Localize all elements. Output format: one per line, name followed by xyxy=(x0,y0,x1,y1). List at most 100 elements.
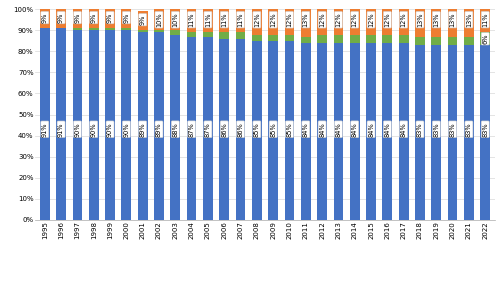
Text: 13%: 13% xyxy=(450,12,456,27)
Text: 13%: 13% xyxy=(434,12,440,27)
Bar xyxy=(399,34,408,43)
Text: 12%: 12% xyxy=(336,12,342,27)
Bar xyxy=(203,37,213,220)
Bar xyxy=(236,9,246,32)
Bar xyxy=(432,37,441,45)
Bar xyxy=(122,28,131,30)
Bar xyxy=(268,9,278,34)
Text: 11%: 11% xyxy=(205,12,211,27)
Bar xyxy=(252,9,262,34)
Text: 9%: 9% xyxy=(124,12,130,23)
Text: 85%: 85% xyxy=(286,122,292,137)
Text: 11%: 11% xyxy=(221,12,227,27)
Bar xyxy=(480,9,490,32)
Bar xyxy=(382,43,392,220)
Text: 9%: 9% xyxy=(74,12,80,23)
Bar xyxy=(252,41,262,220)
Text: 83%: 83% xyxy=(434,122,440,137)
Text: 9%: 9% xyxy=(58,12,64,23)
Text: 9%: 9% xyxy=(90,12,96,23)
Bar xyxy=(89,9,99,28)
Bar xyxy=(105,30,115,220)
Text: 83%: 83% xyxy=(466,122,472,137)
Bar xyxy=(122,9,131,28)
Bar xyxy=(154,9,164,30)
Bar xyxy=(170,34,180,220)
Bar xyxy=(284,9,294,34)
Text: 12%: 12% xyxy=(254,12,260,27)
Bar xyxy=(350,9,360,34)
Bar xyxy=(284,41,294,220)
Text: 84%: 84% xyxy=(384,122,390,137)
Bar xyxy=(317,43,327,220)
Bar xyxy=(236,39,246,220)
Bar xyxy=(415,45,425,220)
Bar xyxy=(186,9,196,32)
Bar xyxy=(301,37,310,43)
Text: 89%: 89% xyxy=(156,122,162,137)
Text: 87%: 87% xyxy=(205,122,211,137)
Bar xyxy=(105,28,115,30)
Text: 86%: 86% xyxy=(221,122,227,137)
Text: 84%: 84% xyxy=(336,122,342,137)
Bar xyxy=(432,9,441,37)
Text: 84%: 84% xyxy=(303,122,309,137)
Text: 83%: 83% xyxy=(450,122,456,137)
Bar xyxy=(56,9,66,28)
Text: 90%: 90% xyxy=(124,122,130,137)
Text: 89%: 89% xyxy=(140,122,145,137)
Text: 12%: 12% xyxy=(384,12,390,27)
Bar xyxy=(301,43,310,220)
Bar xyxy=(56,28,66,220)
Bar xyxy=(350,34,360,43)
Bar xyxy=(334,43,344,220)
Bar xyxy=(72,9,83,28)
Text: 12%: 12% xyxy=(319,12,325,27)
Text: 12%: 12% xyxy=(368,12,374,27)
Bar xyxy=(415,37,425,45)
Text: 12%: 12% xyxy=(400,12,406,27)
Bar xyxy=(415,9,425,37)
Text: 12%: 12% xyxy=(352,12,358,27)
Bar xyxy=(89,28,99,30)
Text: 84%: 84% xyxy=(400,122,406,137)
Bar xyxy=(220,9,229,32)
Text: 84%: 84% xyxy=(319,122,325,137)
Text: 13%: 13% xyxy=(417,12,423,27)
Bar xyxy=(284,34,294,41)
Text: 12%: 12% xyxy=(270,12,276,27)
Bar xyxy=(72,28,83,30)
Text: 11%: 11% xyxy=(482,12,488,27)
Bar xyxy=(366,34,376,43)
Bar xyxy=(480,45,490,220)
Bar xyxy=(382,34,392,43)
Bar xyxy=(464,45,474,220)
Bar xyxy=(154,30,164,32)
Text: 84%: 84% xyxy=(352,122,358,137)
Bar xyxy=(138,30,147,32)
Bar xyxy=(317,34,327,43)
Bar xyxy=(203,9,213,32)
Text: 91%: 91% xyxy=(42,122,48,137)
Text: 84%: 84% xyxy=(368,122,374,137)
Bar xyxy=(220,32,229,39)
Bar xyxy=(122,30,131,220)
Bar xyxy=(268,41,278,220)
Bar xyxy=(366,43,376,220)
Bar xyxy=(382,9,392,34)
Text: 13%: 13% xyxy=(303,12,309,27)
Text: 90%: 90% xyxy=(74,122,80,137)
Text: 13%: 13% xyxy=(466,12,472,27)
Text: 9%: 9% xyxy=(42,12,48,23)
Bar xyxy=(40,9,50,28)
Bar xyxy=(366,9,376,34)
Text: 85%: 85% xyxy=(254,122,260,137)
Bar xyxy=(334,34,344,43)
Text: 10%: 10% xyxy=(156,12,162,27)
Bar xyxy=(399,9,408,34)
Bar xyxy=(72,30,83,220)
Bar xyxy=(252,34,262,41)
Text: 90%: 90% xyxy=(90,122,96,137)
Text: 91%: 91% xyxy=(58,122,64,137)
Bar xyxy=(186,32,196,37)
